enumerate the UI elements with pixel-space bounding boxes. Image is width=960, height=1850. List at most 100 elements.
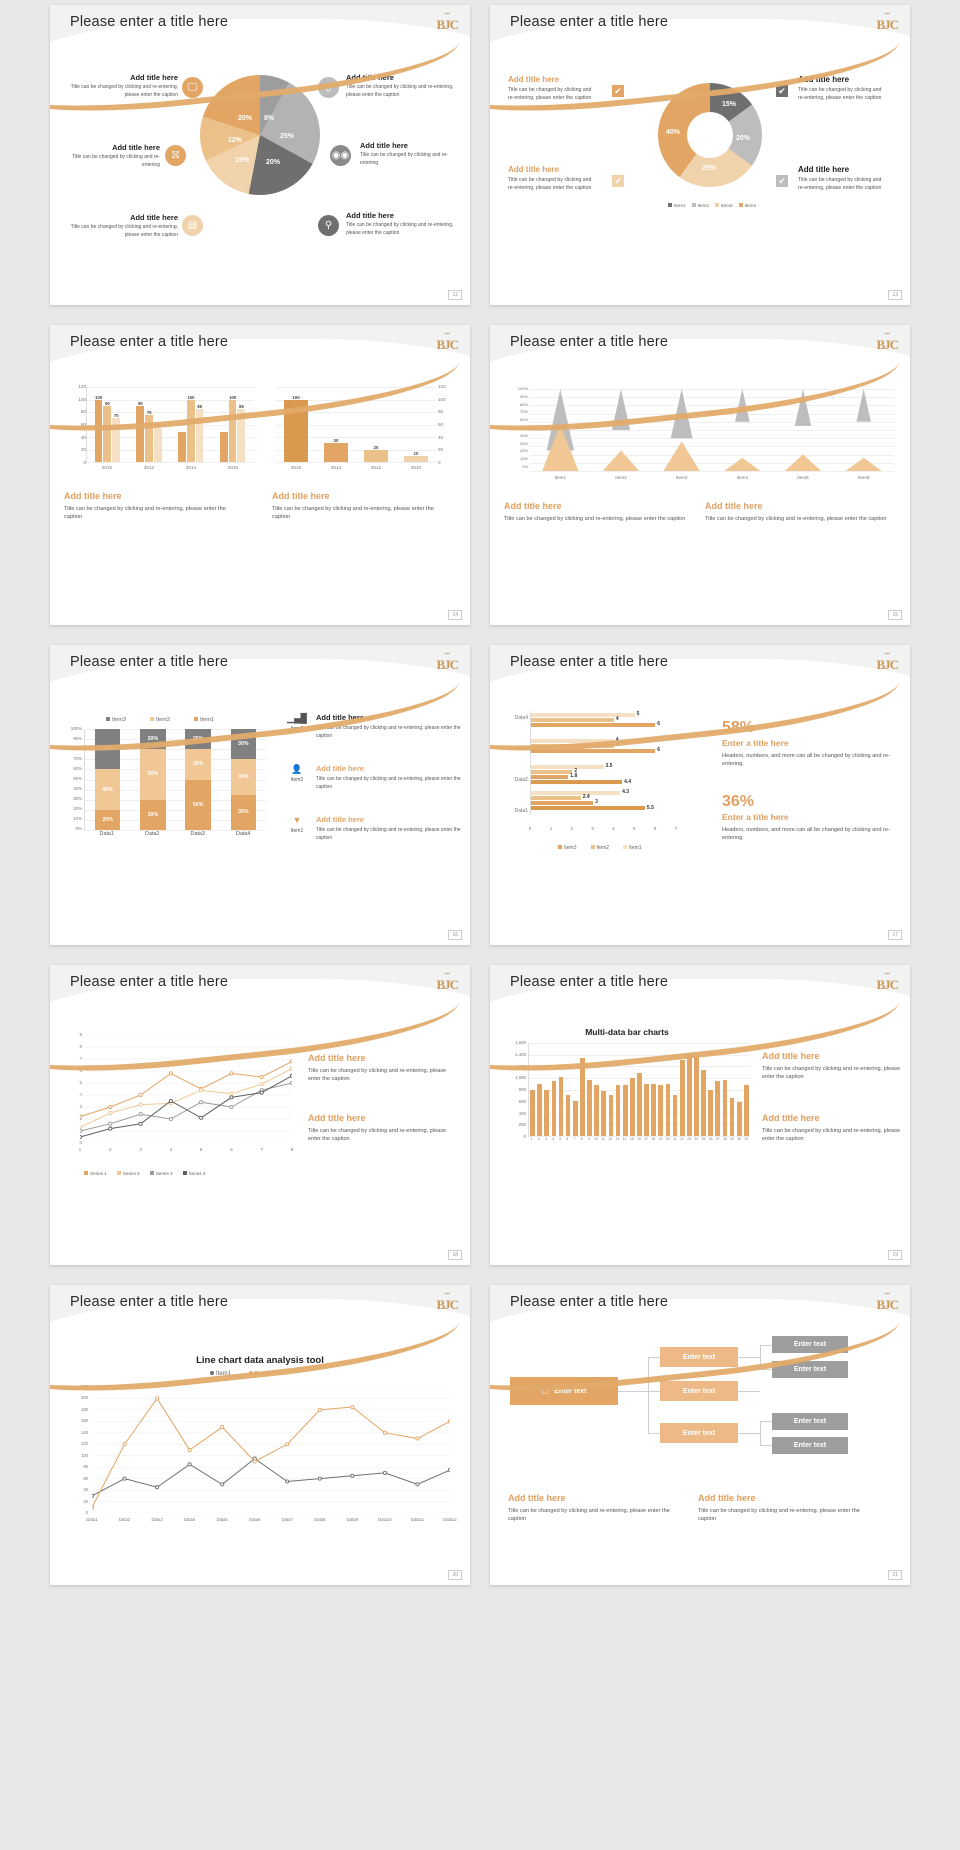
axis-tick: 90% [73,736,82,741]
page-number: 12 [448,290,462,300]
bar-value: 4 [615,716,619,723]
axis-tick: 0 [85,1510,88,1515]
cone-segment [602,450,640,471]
flow-mid-node-2[interactable]: Enter text [660,1381,738,1401]
flow-mid-node-1[interactable]: Enter text [660,1347,738,1367]
chart-title: Line chart data analysis tool [196,1355,324,1366]
data-point [108,1104,113,1110]
row-title: Add title here [316,815,364,824]
axis-tick: 2012 [143,465,155,470]
axis-tick: Item4 [736,475,749,480]
legend-item: Item2 [150,717,170,723]
data-point [199,1100,204,1105]
bar [601,1091,607,1136]
caption-text: Title can be changed by clicking and re-… [64,506,226,521]
cone-bar [724,389,761,471]
legend-item: Item2 [691,203,709,208]
slide-thumbnail-12[interactable]: Please enter a title here ▪▪▪ BJC 12 8% 2… [50,5,470,305]
flow-right-node-2[interactable]: Enter text [772,1361,848,1378]
row-caption: Title can be changed by clicking and re-… [316,827,461,841]
slide-thumbnail-16[interactable]: Please enter a title here ▪▪▪ BJC 16 Item… [50,645,470,945]
axis-tick: 1,000 [515,1075,526,1081]
callout-title: Add title here [798,165,850,174]
bar-value: 90 [138,400,143,406]
brand-logo: ▪▪▪ BJC [876,652,899,672]
slide-thumbnail-15[interactable]: Please enter a title here ▪▪▪ BJC 15 100%… [490,325,910,625]
data-point [285,1442,290,1447]
axis-tick: 0% [75,826,82,831]
pie-label: 12% [228,137,243,144]
flow-node-label: Enter text [793,1366,827,1373]
check-icon[interactable]: ✔ [776,175,788,187]
flow-right-node-1[interactable]: Enter text [772,1336,848,1353]
check-icon[interactable]: ✔ [612,175,624,187]
bar [531,764,604,769]
axis-tick: 2 [79,1116,82,1121]
bar [736,1102,742,1136]
axis-tick: 40 [80,434,86,440]
slide-header [50,1285,470,1333]
caption-block-a: Add title here Title can be changed by c… [508,1493,683,1524]
bar-value: 20 [373,444,379,450]
brand-logo: ▪▪▪ BJC [436,1292,459,1312]
slide-thumbnail-17[interactable]: Please enter a title here ▪▪▪ BJC 17 Data… [490,645,910,945]
caption-title: Add title here [308,1053,366,1063]
stacked-chart-16: 100% 90% 80% 70% 60% 50% 40% 30% 20% 10% 0% 40% 40%… [58,726,270,845]
stacked-column: 40% 40% 20% [94,729,121,830]
data-point [80,1128,83,1134]
stack-segment: 20% [140,729,166,750]
flow-mid-node-3[interactable]: Enter text [660,1423,738,1443]
stacked-side-rows: ▁▄█ Item3 Add title here Title can be chang… [282,713,462,866]
bar [580,1057,585,1136]
pie-label: 25% [280,133,295,140]
callout-title: Add title here [508,75,560,84]
legend-item: Item3 [715,203,733,208]
flow-home-node[interactable]: ⌂ Enter text [510,1377,618,1405]
cone-bar [663,389,700,471]
page-number: 18 [448,1250,462,1260]
bar [565,1095,571,1136]
axis-tick: 140 [81,1429,88,1435]
axis-tick: Data8 [314,1517,326,1522]
slide-thumbnail-14[interactable]: Please enter a title here ▪▪▪ BJC 14 120 1… [50,325,470,625]
bar [112,418,120,462]
flow-right-node-4[interactable]: Enter text [772,1437,848,1454]
axis-tick: Data1 [514,808,528,815]
check-icon[interactable]: ✔ [612,85,624,97]
axis-tick: 4 [612,826,615,831]
axis-tick: Data3 [151,1517,163,1522]
bar-chart-14-right: 100 30 20 10 120 100 80 60 40 20 0 2016 2014 2012 20… [272,384,458,477]
bar [544,1089,550,1136]
axis-tick: 120 [81,1441,88,1447]
slide-thumbnail-20[interactable]: Please enter a title here ▪▪▪ BJC 20 Line… [50,1285,470,1585]
row-label: Item1 [290,828,304,834]
check-icon[interactable]: ✔ [776,85,788,97]
list-item: 👤 Item2 Add title here Title can be changed… [282,764,462,798]
bar [178,432,186,462]
bar [615,1084,621,1136]
axis-tick: 6 [653,826,657,831]
axis-tick: 120 [78,384,86,389]
axis-tick: Data11 [410,1517,425,1522]
bar-value: 4.4 [624,778,632,785]
axis-tick: Data2 [145,831,160,837]
flow-right-node-3[interactable]: Enter text [772,1413,848,1430]
bar-value: 75 [146,410,152,416]
cone-segment [724,457,761,471]
slide-thumbnail-19[interactable]: Please enter a title here ▪▪▪ BJC 19 Mult… [490,965,910,1265]
slide-thumbnail-13[interactable]: Please enter a title here ▪▪▪ BJC 13 15% … [490,5,910,305]
data-point [108,1121,113,1126]
brand-logo: ▪▪▪ BJC [436,332,459,352]
data-point [199,1115,204,1120]
legend-item: Item3 [558,845,577,851]
slide-thumbnail-21[interactable]: Please enter a title here ▪▪▪ BJC 21 ⌂ En… [490,1285,910,1585]
data-point [447,1419,450,1424]
callout-caption: Title can be changed by clicking and re-… [360,152,448,166]
bar [94,399,103,462]
data-point [259,1074,264,1080]
data-point [220,1482,225,1487]
data-point [80,1114,83,1119]
axis-tick: 2 [109,1147,112,1152]
axis-tick: 60% [73,766,82,771]
